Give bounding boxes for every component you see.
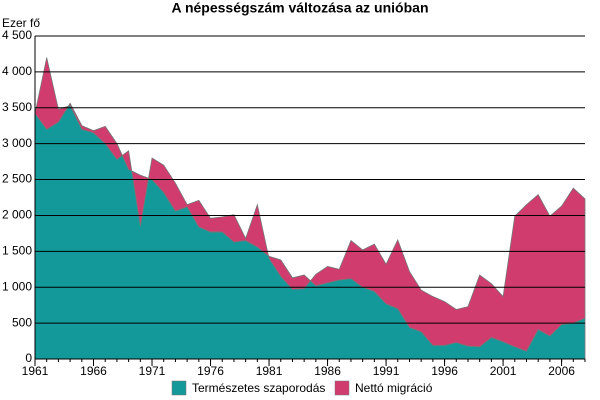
y-tick-label: 3 000 <box>2 136 32 150</box>
x-tick-label: 1971 <box>139 364 166 378</box>
chart-title: A népességszám változása az unióban <box>171 0 428 16</box>
x-tick-label: 1976 <box>197 364 224 378</box>
y-tick-label: 500 <box>12 315 32 329</box>
x-tick-label: 1996 <box>431 364 458 378</box>
x-tick-label: 2006 <box>548 364 575 378</box>
y-tick-label: 2 500 <box>2 172 32 186</box>
y-tick-label: 4 500 <box>2 28 32 42</box>
legend-label: Természetes szaporodás <box>192 381 325 395</box>
y-tick-label: 1 000 <box>2 279 32 293</box>
area-migration <box>34 57 586 352</box>
legend-swatch <box>334 380 350 396</box>
legend-swatch <box>171 380 187 396</box>
y-tick-label: 4 000 <box>2 64 32 78</box>
y-tick-label: 2 000 <box>2 208 32 222</box>
x-tick-label: 1986 <box>314 364 341 378</box>
y-tick-label: 0 <box>25 351 32 365</box>
y-tick-label: 3 500 <box>2 100 32 114</box>
x-tick-label: 1966 <box>80 364 107 378</box>
x-tick-label: 2001 <box>490 364 517 378</box>
y-tick-label: 1 500 <box>2 244 32 258</box>
x-tick-label: 1961 <box>22 364 49 378</box>
x-tick-label: 1981 <box>256 364 283 378</box>
legend-label: Nettó migráció <box>355 381 433 395</box>
x-tick-label: 1991 <box>373 364 400 378</box>
y-axis-label: Ezer fő <box>2 16 40 30</box>
